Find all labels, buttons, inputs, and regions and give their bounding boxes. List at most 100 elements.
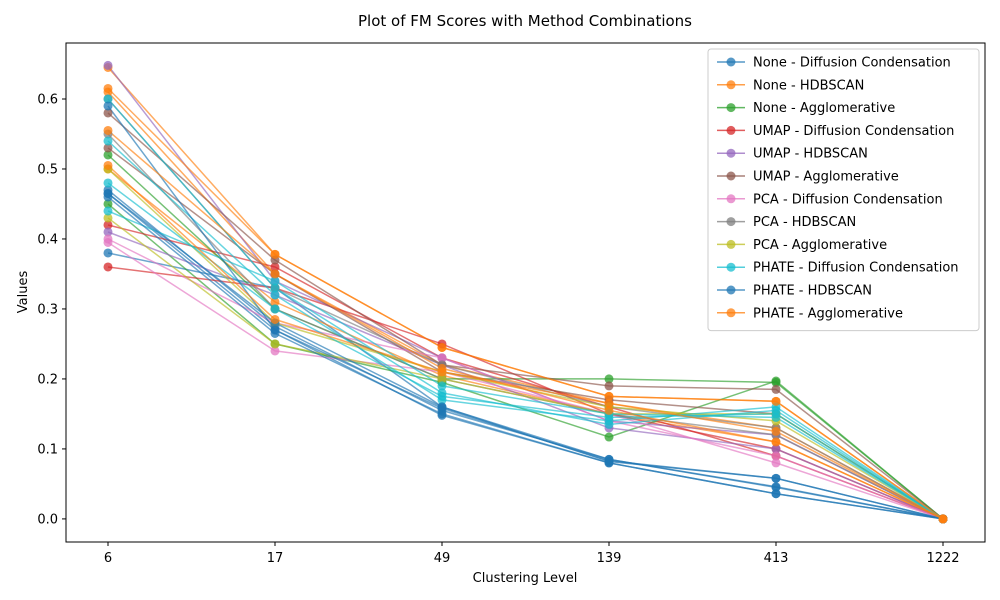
chart-title: Plot of FM Scores with Method Combinatio… xyxy=(358,12,692,30)
data-point xyxy=(103,83,113,93)
series-line xyxy=(107,112,944,520)
legend-swatch-marker xyxy=(726,285,736,295)
x-tick-label: 139 xyxy=(597,551,622,566)
data-point xyxy=(270,249,280,259)
data-point xyxy=(270,339,280,349)
data-point xyxy=(103,60,113,70)
series-markers xyxy=(103,60,948,524)
data-point xyxy=(103,227,113,237)
legend-swatch-marker xyxy=(726,148,736,158)
legend-box xyxy=(707,48,980,332)
data-point xyxy=(771,412,781,422)
data-point xyxy=(103,199,113,209)
data-point xyxy=(103,262,113,272)
series-line xyxy=(107,241,944,520)
data-point xyxy=(270,283,280,293)
legend-swatch-marker xyxy=(726,57,736,67)
data-point xyxy=(604,398,614,408)
legend: None - Diffusion Condensation None - HDBS… xyxy=(707,48,980,332)
data-point xyxy=(771,451,781,461)
legend-entry: PHATE - Diffusion Condensation xyxy=(753,261,959,276)
data-point xyxy=(270,297,280,307)
x-axis: 6 17 49 139 413 1222 xyxy=(104,542,960,566)
data-point xyxy=(437,381,447,391)
data-point xyxy=(103,234,113,244)
data-point xyxy=(270,276,280,286)
data-point xyxy=(437,353,447,363)
x-tick-label: 6 xyxy=(104,551,112,566)
legend-entry: UMAP - HDBSCAN xyxy=(753,147,868,162)
data-point xyxy=(938,514,948,524)
data-point xyxy=(103,160,113,170)
legend-swatch-marker xyxy=(726,262,736,272)
y-tick-label: 0.1 xyxy=(37,442,58,457)
y-tick-label: 0.6 xyxy=(37,92,58,107)
series-line xyxy=(107,105,944,520)
data-point xyxy=(771,482,781,492)
legend-entry: PHATE - Agglomerative xyxy=(753,306,903,321)
y-axis-label: Values xyxy=(16,271,31,314)
series-line xyxy=(107,210,944,520)
data-point xyxy=(270,346,280,356)
data-point xyxy=(270,269,280,279)
series-line xyxy=(107,129,944,520)
data-point xyxy=(771,426,781,436)
legend-swatch-marker xyxy=(726,103,736,113)
series-line xyxy=(107,192,944,520)
data-point xyxy=(771,396,781,406)
data-point xyxy=(604,381,614,391)
data-point xyxy=(103,220,113,230)
x-tick-label: 17 xyxy=(267,551,284,566)
series-line xyxy=(107,87,944,520)
x-tick-label: 413 xyxy=(764,551,789,566)
legend-entry: PCA - Agglomerative xyxy=(753,238,887,253)
series-line xyxy=(107,98,944,520)
data-point xyxy=(771,377,781,387)
data-point xyxy=(771,437,781,447)
y-tick-label: 0.3 xyxy=(37,302,58,317)
data-point xyxy=(604,432,614,442)
data-point xyxy=(103,108,113,118)
data-point xyxy=(771,384,781,394)
legend-swatch-marker xyxy=(726,194,736,204)
legend-entry: PHATE - HDBSCAN xyxy=(753,284,872,299)
y-tick-label: 0.2 xyxy=(37,372,58,387)
series-lines xyxy=(107,64,944,520)
x-tick-label: 1222 xyxy=(926,551,959,566)
legend-entry: PCA - Diffusion Condensation xyxy=(753,192,943,207)
data-point xyxy=(437,374,447,384)
data-point xyxy=(103,188,113,198)
data-point xyxy=(103,125,113,135)
data-point xyxy=(604,456,614,466)
data-point xyxy=(103,101,113,111)
legend-entry: UMAP - Diffusion Condensation xyxy=(753,124,954,139)
data-point xyxy=(103,206,113,216)
y-axis: 0.0 0.1 0.2 0.3 0.4 0.5 0.6 xyxy=(37,92,66,527)
legend-swatch-marker xyxy=(726,239,736,249)
series-line xyxy=(107,164,944,520)
data-point xyxy=(270,290,280,300)
data-point xyxy=(270,262,280,272)
legend-swatch-marker xyxy=(726,125,736,135)
data-point xyxy=(437,363,447,373)
data-point xyxy=(103,248,113,258)
legend-swatch-marker xyxy=(726,171,736,181)
data-point xyxy=(771,473,781,483)
y-tick-label: 0.0 xyxy=(37,512,58,527)
data-point xyxy=(604,374,614,384)
legend-swatch-marker xyxy=(726,308,736,318)
series-line xyxy=(107,182,944,520)
data-point xyxy=(771,444,781,454)
data-point xyxy=(437,403,447,413)
legend-entry: None - Agglomerative xyxy=(753,101,895,116)
data-point xyxy=(103,143,113,153)
data-point xyxy=(437,391,447,401)
plot-area xyxy=(65,42,986,543)
y-tick-label: 0.5 xyxy=(37,162,58,177)
data-point xyxy=(103,94,113,104)
data-point xyxy=(604,405,614,415)
data-point xyxy=(604,391,614,401)
data-point xyxy=(771,458,781,468)
data-point xyxy=(103,136,113,146)
data-point xyxy=(270,325,280,335)
